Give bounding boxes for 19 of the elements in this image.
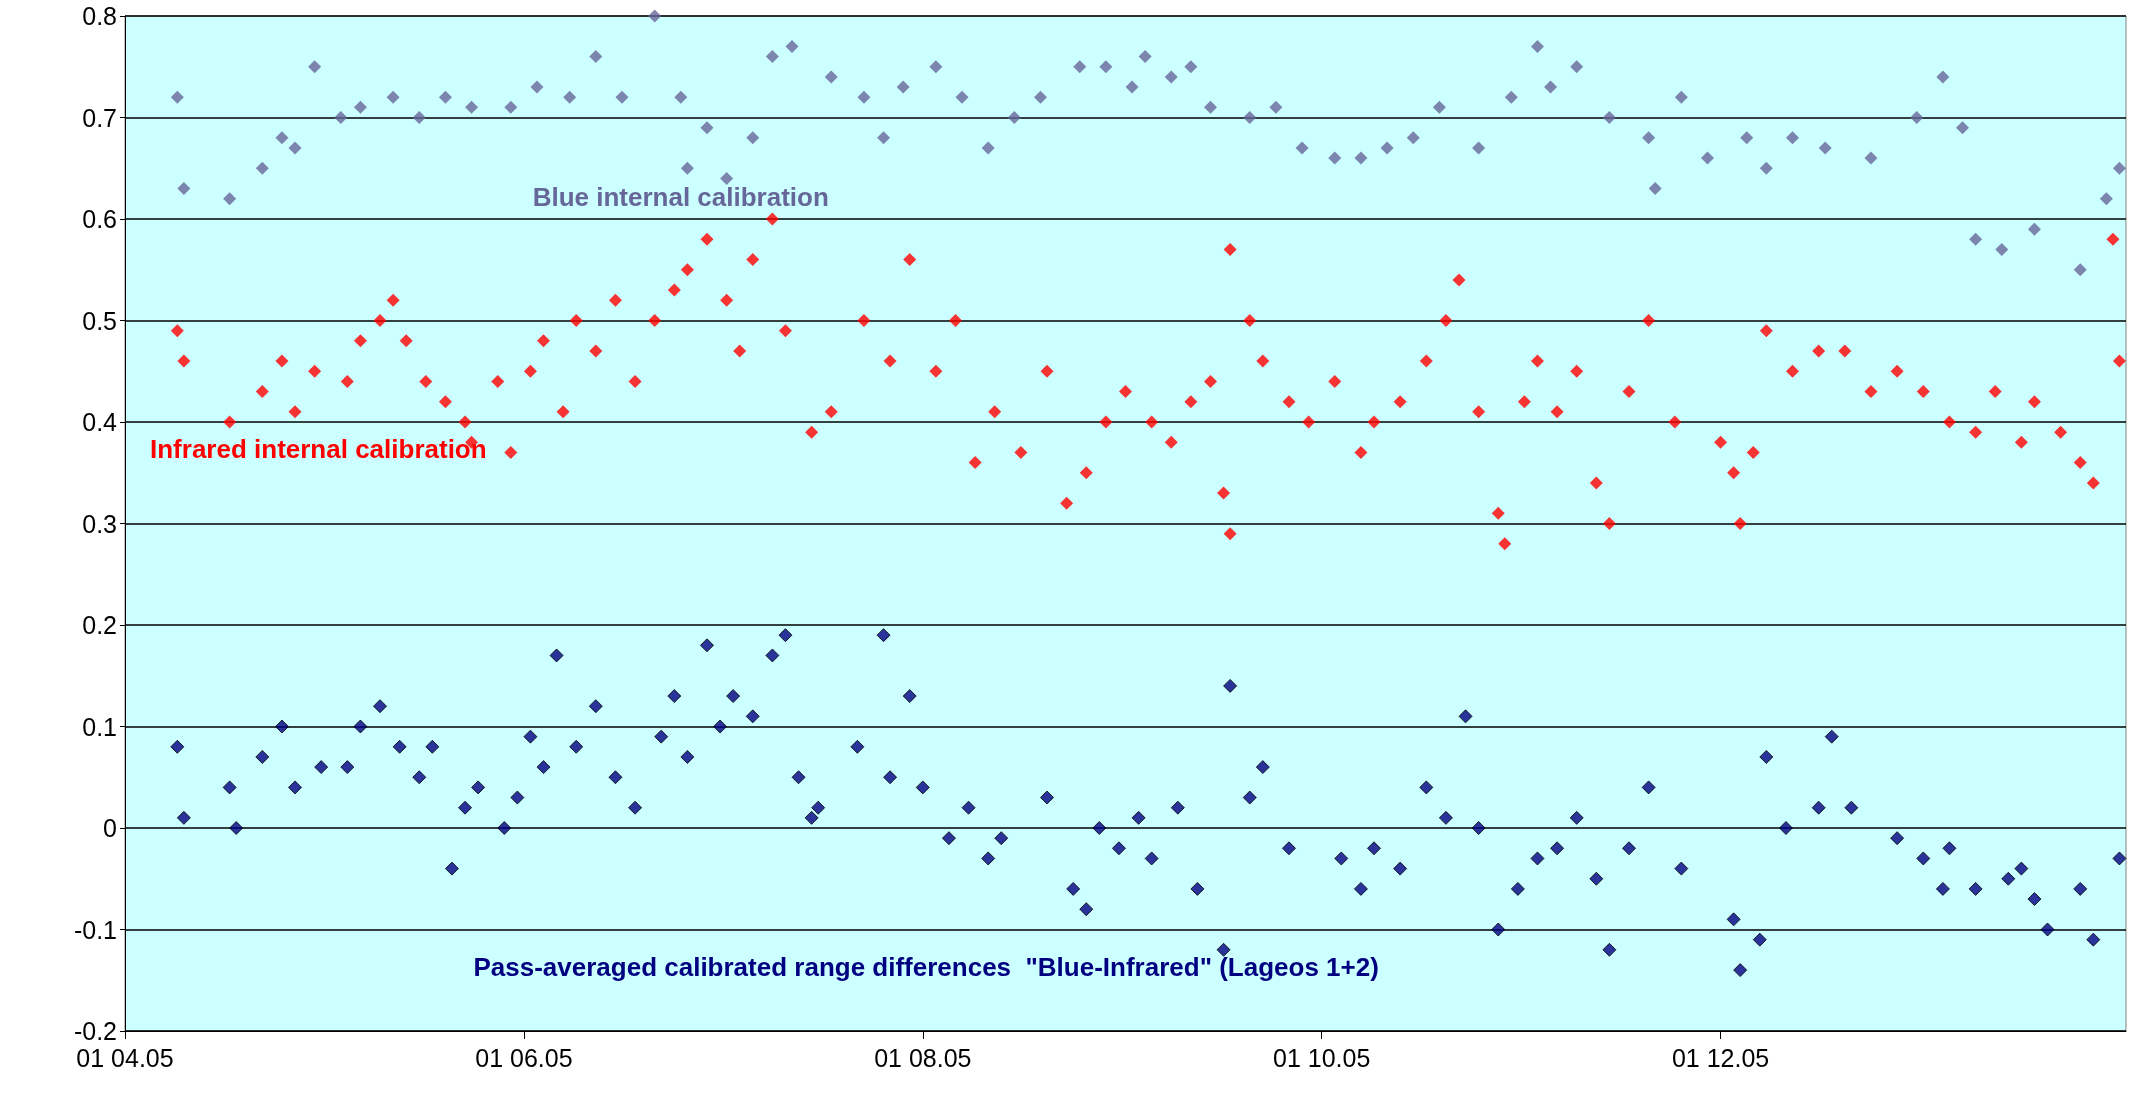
y-tick-label: 0.5 (82, 306, 117, 335)
y-tick-label: 0.3 (82, 509, 117, 538)
y-tick-label: -0.1 (73, 915, 117, 944)
text: Pass-averaged calibrated range differences "Blue-Infrared" (Lageos 1+2) (473, 951, 1379, 982)
y-tick-label: 0.7 (82, 103, 117, 132)
x-tick-label: 01 08.05 (874, 1043, 972, 1072)
y-tick-label: 0.2 (82, 611, 117, 639)
y-tick-label: 0 (103, 814, 117, 842)
x-tick-label: 01 06.05 (475, 1043, 573, 1072)
y-tick-label: -0.2 (73, 1017, 117, 1045)
y-tick-label: 0.1 (82, 712, 117, 741)
y-tick-label: 0.6 (82, 205, 117, 233)
x-tick-label: 01 12.05 (1671, 1043, 1770, 1072)
series-label: Blue internal calibration (532, 182, 829, 213)
series-label: Infrared internal calibration (150, 434, 487, 465)
x-tick-label: 01 10.05 (1273, 1043, 1371, 1072)
x-tick-label: 01 04.05 (76, 1043, 174, 1072)
y-tick-label: 0.4 (82, 408, 118, 436)
y-tick-label: 0.8 (82, 2, 117, 30)
